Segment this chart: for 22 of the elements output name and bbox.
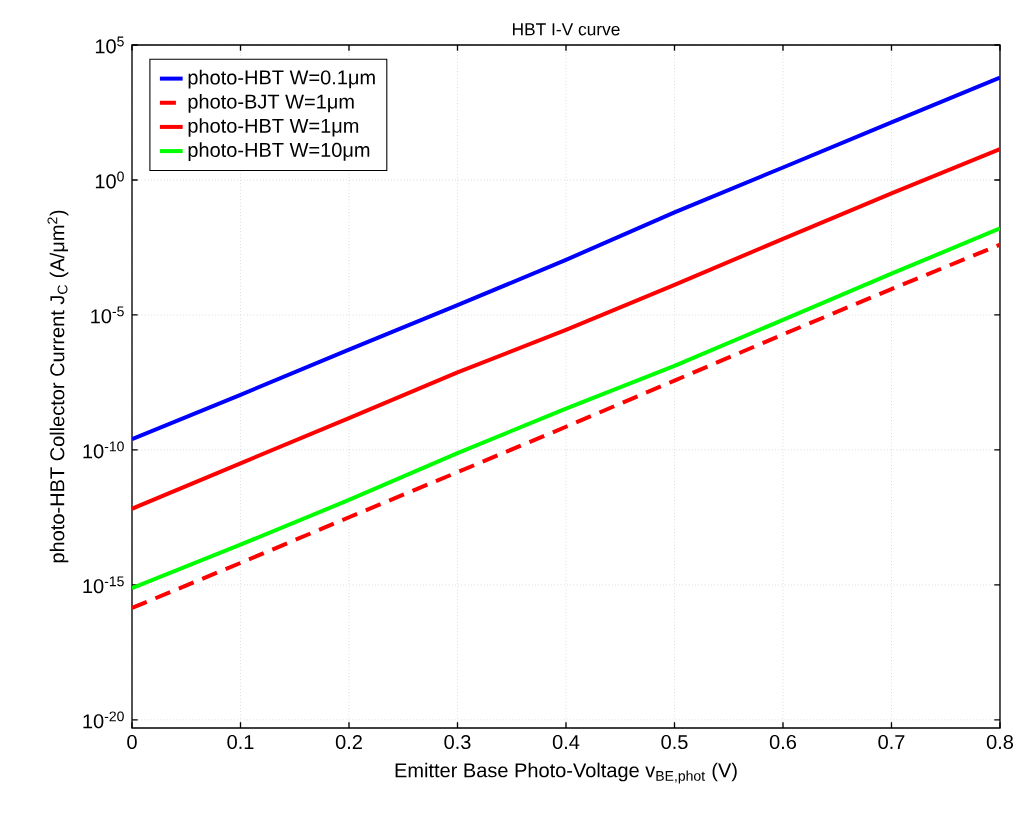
- x-tick-label: 0: [127, 734, 137, 750]
- y-tick-label: 10$^{-20}$: [83, 711, 124, 729]
- x-tick-label: 0.4: [552, 734, 580, 750]
- x-tick-label: 0.7: [878, 734, 905, 750]
- y-tick-label: 10$^{-15}$: [83, 576, 124, 594]
- x-axis-title: Emitter Base Photo-Voltage v$_{BE,phot}$ (V): [395, 762, 737, 784]
- x-tick-label: 0.2: [335, 734, 362, 750]
- y-tick-label: 10$^{-10}$: [83, 441, 124, 459]
- chart-title: HBT I-V curve: [513, 23, 620, 36]
- legend-label: photo-HBT W=0.1μm: [188, 69, 375, 89]
- x-tick-label: 0.5: [661, 734, 688, 750]
- legend-label: photo-HBT W=10μm: [188, 142, 370, 161]
- legend-label: photo-HBT W=1μm: [188, 118, 359, 137]
- x-tick-label: 0.8: [986, 734, 1014, 750]
- y-tick-label: 10$^{-5}$: [91, 306, 124, 324]
- x-tick-label: 0.6: [769, 734, 797, 750]
- x-tick-label: 0.3: [444, 734, 471, 750]
- y-tick-label: 10$^{5}$: [95, 36, 124, 54]
- y-axis-title: photo-HBT Collector Current J$_{C}$ (A/μm$^{2}$): [47, 210, 69, 563]
- x-tick-label: 0.1: [227, 734, 254, 750]
- legend-label: photo-BJT W=1μm: [188, 94, 354, 113]
- y-tick-label: 10$^{0}$: [95, 171, 124, 189]
